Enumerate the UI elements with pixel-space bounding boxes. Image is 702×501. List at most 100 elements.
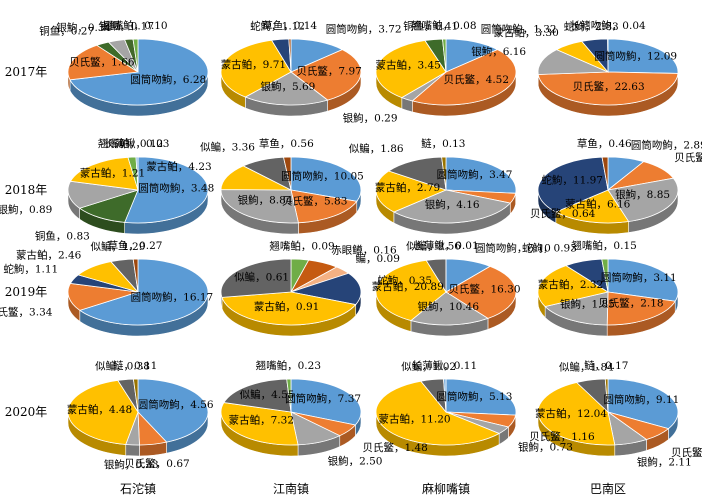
pie-slice-蒙古鲌 [220,165,292,191]
data-label: 蒙古鲌，3.45 [375,59,440,72]
pie-slice-圆筒吻鮈 [607,258,679,302]
data-label: 蒙古鲌，2.79 [375,181,440,194]
pie-slice-银鮈 [244,71,329,106]
pie-slice-蒙古鲌 [537,265,610,307]
pie-江南镇-2018年 [220,156,362,235]
pie-slice-翘嘴鲌 [601,258,609,293]
data-label: 赤眼鳟，0.16 [331,244,397,257]
data-label: 银鮈，0.89 [0,203,52,216]
data-label: 蛇鮈，1.12 [250,20,305,33]
data-label: 圆筒吻鮈，10.05 [281,170,364,183]
pie-slice-银鮈 [392,189,512,224]
data-label: 银鮈，2.11 [637,456,692,469]
pie-麻柳嘴镇-2018年 [375,156,517,235]
data-label: 贝氏鳘，3.34 [0,305,53,318]
data-label: 圆筒吻鮈，2.89 [631,138,702,151]
pie-麻柳嘴镇-2020年 [375,378,517,457]
pie-slice-圆筒吻鮈 [445,378,517,416]
year-labels: 2017年 2018年 2019年 2020年 [5,65,48,419]
data-label: 圆筒吻鮈，5.13 [437,390,513,403]
pie-巴南区-2020年 [537,378,679,457]
year-label: 2019年 [5,285,48,299]
data-label: 翘嘴鲌，0.12 [98,137,163,150]
data-label: 银鮈，2.50 [328,454,383,467]
pie-slice-鲢 [604,378,609,413]
data-label: 贝氏鳘，2.18 [598,297,663,310]
data-label: 蛇鮈，2.83 [564,20,619,33]
data-label: 贝氏鳘，0.67 [124,457,189,470]
data-label: 圆筒吻鮈，6.28 [130,73,206,86]
pie-slice-翘嘴鲌 [132,38,139,73]
pies [67,38,679,457]
pie-slice-贝氏鳘 [606,291,676,326]
pie-slice-蒙古鲌 [537,382,616,446]
data-label: 鲢，0.13 [421,137,465,150]
pie-slice-蒙古鲌 [220,402,299,446]
data-label: 蒙古鲌，11.20 [379,412,451,425]
data-label: 翘嘴鲌，0.10 [102,19,167,32]
data-label: 蛇鮈，11.97 [541,173,603,186]
pie-slice-似鳊 [387,156,447,191]
pie-slice-银鮈 [220,189,299,224]
data-label: 铜鱼，0.27 [39,24,94,37]
data-label: 翘嘴鲌，0.08 [411,19,476,32]
pie-slice-草鱼 [288,38,292,73]
data-label: 银鮈，8.84 [238,193,293,206]
data-label: 蒙古鲌，7.32 [229,414,294,427]
data-label: 银鮈，0.29 [343,111,398,124]
pie-slice-银鮈 [544,291,609,326]
data-label: 贝氏鳘，22.63 [573,80,645,93]
site-labels: 石沱镇 江南镇 麻柳嘴镇 巴南区 [120,481,626,496]
data-label: 银鮈，1.85 [560,297,615,310]
data-label: 似鳊，1.02 [401,360,456,373]
data-label: 长薄鳅，0.03 [104,137,169,150]
data-label: 贝氏鳘，16.30 [448,282,520,295]
data-label: 草鱼，0.46 [577,137,632,150]
pie-石沱镇-2019年 [67,258,209,337]
pie-slice-贝氏鳘 [290,49,362,101]
data-label: 似鳊，2.56 [406,239,461,252]
data-label: 圆筒吻鮈，3.11 [601,271,677,284]
pie-麻柳嘴镇-2017年 [375,38,517,117]
data-label: 银鮈，5.69 [260,80,315,93]
data-label: 草鱼，0.14 [262,19,317,32]
data-label: 鲢，0.11 [113,359,157,372]
pie-巴南区-2017年 [537,38,679,117]
data-label: 银鮈，8.85 [615,188,670,201]
year-label: 2017年 [5,65,48,79]
data-label: 铜鱼，0.83 [35,229,90,242]
data-label: 蒙古鲌，1.21 [80,166,145,179]
data-label: 蛇鮈，0.93 [522,242,577,255]
pie-slice-贝氏鳘 [290,189,358,224]
data-label: 鳊，0.09 [356,252,400,265]
pie-slice-鲢 [132,378,139,413]
data-label: 蒙古鲌，4.48 [67,403,132,416]
pie-slice-圆筒吻鮈 [607,378,679,430]
site-label: 江南镇 [273,481,309,496]
data-label: 蛇鮈，1.11 [3,263,58,276]
pie-slice-圆筒吻鮈 [69,38,209,106]
year-label: 2020年 [5,405,48,419]
pie-slice-蒙古鲌 [375,380,501,446]
pie-slice-蒙古鲌 [67,379,139,445]
pie-slice-似鳊 [220,258,292,298]
pie-slice-圆筒吻鮈 [290,156,362,202]
data-label: 圆筒吻鮈，9.11 [603,393,679,406]
data-label: 似鳊，1.29 [91,240,146,253]
year-label: 2018年 [5,183,48,197]
pie-slice-银鮈 [537,49,609,75]
pie-slice-贝氏鳘 [445,265,517,319]
data-label: 银鮈，10.46 [417,300,479,313]
data-label: 银鲴，0.17 [99,19,154,32]
site-label: 麻柳嘴镇 [422,481,470,496]
data-label: 似鳊，1.86 [349,142,404,155]
pie-江南镇-2019年 [220,258,362,337]
pie-slice-贝氏鳘 [67,44,140,81]
data-label: 贝氏鳘，5.83 [282,194,347,207]
data-label: 圆筒吻鮈，1.32 [481,22,557,35]
pie-slice-长薄鳅 [135,156,139,191]
data-label: 似鳊，0.61 [234,270,289,283]
data-label: 长薄鳅，0.11 [412,359,477,372]
data-label: 草鱼，0.56 [259,137,314,150]
data-label: 蒙古鲌，4.23 [146,160,211,173]
